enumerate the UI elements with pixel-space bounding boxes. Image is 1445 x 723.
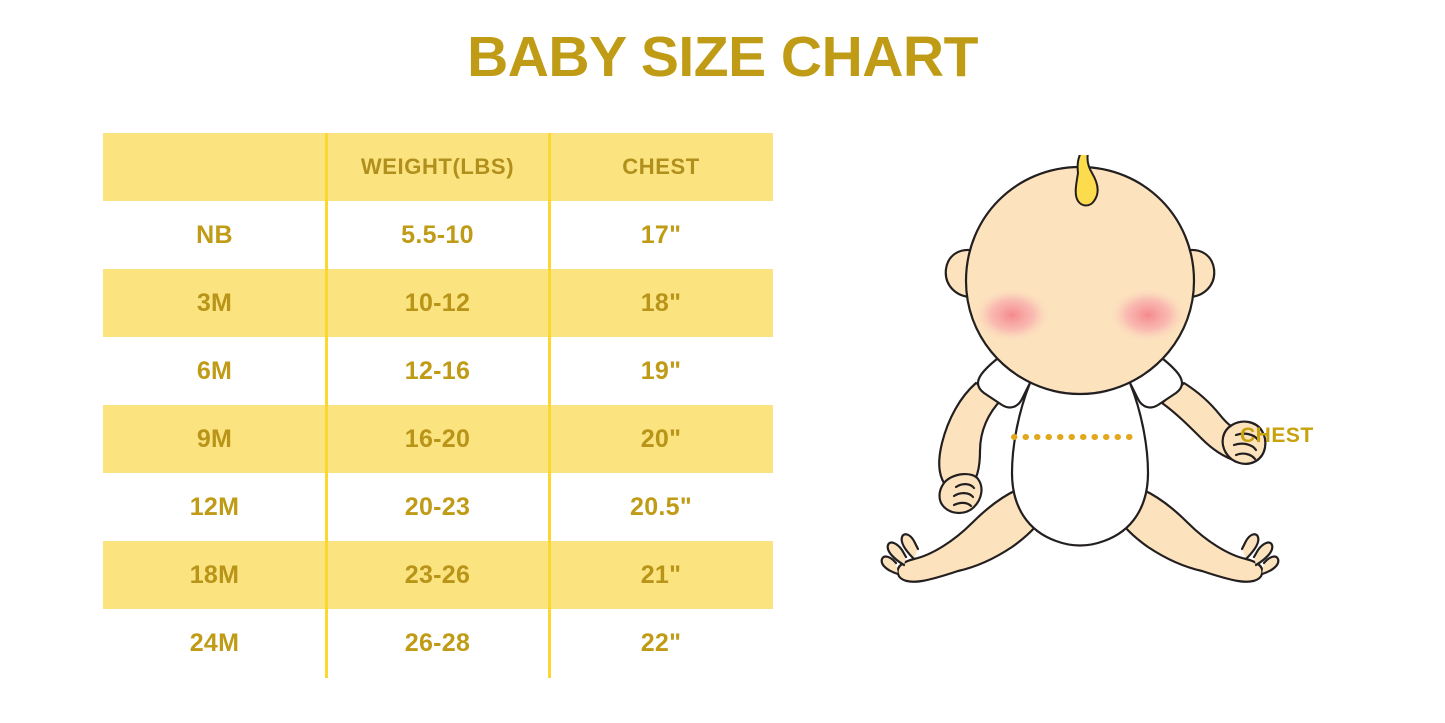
cell-chest: 17"	[640, 221, 682, 249]
cell-size: 3M	[196, 289, 233, 317]
column-header-chest: CHEST	[622, 154, 700, 179]
cell-weight: 12-16	[404, 357, 471, 385]
cell-chest: 18"	[640, 289, 682, 317]
baby-illustration	[880, 155, 1280, 595]
baby-right-leg	[1106, 483, 1264, 583]
table-row: 18M 23-26 21"	[103, 541, 773, 609]
cell-size: NB	[196, 221, 233, 249]
baby-blush-right	[1108, 287, 1188, 343]
baby-right-foot	[1240, 533, 1280, 576]
cell-size: 6M	[196, 357, 233, 385]
cell-weight: 20-23	[404, 493, 471, 521]
column-header-size	[103, 133, 326, 201]
cell-chest: 21"	[640, 561, 682, 589]
baby-left-foot	[880, 533, 920, 576]
cell-weight: 23-26	[404, 561, 471, 589]
table-row: NB 5.5-10 17"	[103, 201, 773, 269]
table-row: 24M 26-28 22"	[103, 609, 773, 677]
column-divider-2	[548, 133, 551, 678]
cell-chest: 19"	[640, 357, 682, 385]
column-divider-1	[325, 133, 328, 678]
cell-size: 12M	[189, 493, 240, 521]
table-row: 6M 12-16 19"	[103, 337, 773, 405]
baby-left-arm	[938, 381, 1004, 515]
cell-chest: 20.5"	[629, 493, 692, 521]
baby-hair-curl	[1074, 155, 1099, 207]
cell-size: 24M	[189, 629, 240, 657]
cell-weight: 10-12	[404, 289, 471, 317]
baby-left-leg	[896, 483, 1054, 583]
cell-weight: 5.5-10	[401, 221, 474, 249]
baby-right-arm	[1160, 381, 1267, 465]
column-header-weight: WEIGHT(LBS)	[360, 154, 515, 179]
cell-chest: 20"	[640, 425, 682, 453]
cell-weight: 16-20	[404, 425, 471, 453]
cell-chest: 22"	[640, 629, 682, 657]
table-row: 9M 16-20 20"	[103, 405, 773, 473]
chest-label: CHEST	[1240, 424, 1314, 447]
table-row: 3M 10-12 18"	[103, 269, 773, 337]
page-title: BABY SIZE CHART	[467, 25, 978, 89]
cell-size: 9M	[196, 425, 233, 453]
cell-weight: 26-28	[404, 629, 471, 657]
size-chart-table: WEIGHT(LBS) CHEST NB 5.5-10 17" 3M 10-12…	[103, 133, 773, 678]
table-row: 12M 20-23 20.5"	[103, 473, 773, 541]
baby-onesie	[976, 331, 1184, 547]
baby-blush-left	[972, 287, 1052, 343]
cell-size: 18M	[189, 561, 240, 589]
table-header-row: WEIGHT(LBS) CHEST	[103, 133, 773, 201]
